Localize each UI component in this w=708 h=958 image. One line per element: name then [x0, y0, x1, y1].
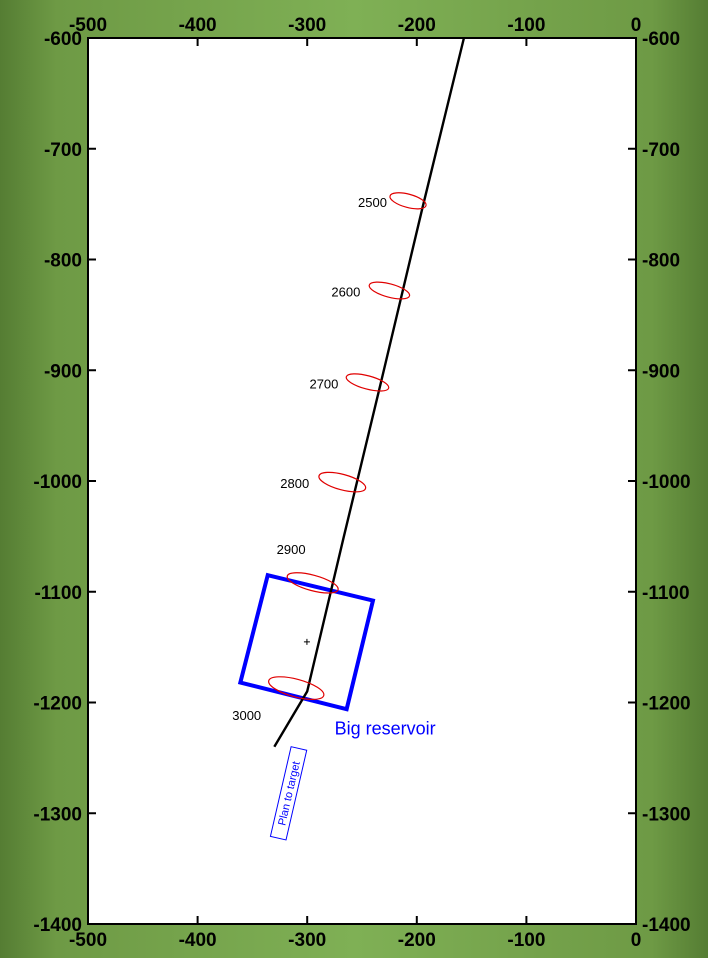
uncertainty-ellipse — [286, 572, 339, 594]
x-tick-label-bottom: -500 — [69, 930, 107, 951]
uncertainty-ellipse — [268, 676, 325, 701]
y-tick-label-left: -600 — [44, 29, 82, 50]
depth-label: 2500 — [358, 195, 387, 210]
x-tick-label-top: 0 — [631, 15, 642, 36]
x-tick-label-top: -400 — [179, 15, 217, 36]
x-tick-label-bottom: -300 — [288, 930, 326, 951]
x-tick-label-top: -100 — [507, 15, 545, 36]
plan-annotation-box — [269, 746, 308, 841]
x-tick-label-top: -200 — [398, 15, 436, 36]
y-tick-label-left: -800 — [44, 251, 82, 272]
depth-label: 2800 — [280, 476, 309, 491]
y-tick-label-right: -900 — [642, 361, 680, 382]
target-box — [237, 572, 376, 712]
well-path-line — [273, 37, 466, 748]
y-tick-label-right: -1400 — [642, 915, 691, 936]
uncertainty-ellipse — [389, 192, 427, 210]
x-tick-label-bottom: 0 — [631, 930, 642, 951]
y-tick-label-right: -1100 — [642, 583, 690, 604]
uncertainty-ellipse — [368, 281, 411, 300]
uncertainty-ellipse — [318, 471, 367, 493]
y-tick-label-right: -1300 — [642, 804, 691, 825]
y-tick-label-left: -1200 — [33, 694, 82, 715]
depth-label: 2700 — [309, 376, 338, 391]
target-box-label: Big reservoir — [335, 719, 436, 739]
y-tick-label-right: -800 — [642, 251, 680, 272]
y-tick-label-right: -600 — [642, 29, 680, 50]
depth-label: 2600 — [331, 285, 360, 300]
y-tick-label-left: -1400 — [33, 915, 82, 936]
plot-area: -500 -500 -400 -400 -300 -300 -200 -200 -100 -100… — [33, 15, 690, 951]
x-tick-label-top: -300 — [288, 15, 326, 36]
y-tick-label-left: -700 — [44, 140, 82, 161]
x-tick-label-bottom: -100 — [507, 930, 545, 951]
y-tick-label-left: -1100 — [34, 583, 82, 604]
plot-frame — [87, 37, 637, 925]
y-tick-label-right: -1000 — [642, 472, 691, 493]
x-tick-label-bottom: -400 — [179, 930, 217, 951]
depth-label: 3000 — [232, 708, 261, 723]
y-tick-label-right: -700 — [642, 140, 680, 161]
y-tick-label-left: -1000 — [33, 472, 82, 493]
x-tick-label-bottom: -200 — [398, 930, 436, 951]
uncertainty-ellipse — [345, 373, 390, 392]
y-tick-label-left: -900 — [44, 361, 82, 382]
x-tick-label-top: -500 — [69, 15, 107, 36]
depth-label: 2900 — [277, 542, 306, 557]
y-tick-label-right: -1200 — [642, 694, 691, 715]
y-tick-label-left: -1300 — [33, 804, 82, 825]
